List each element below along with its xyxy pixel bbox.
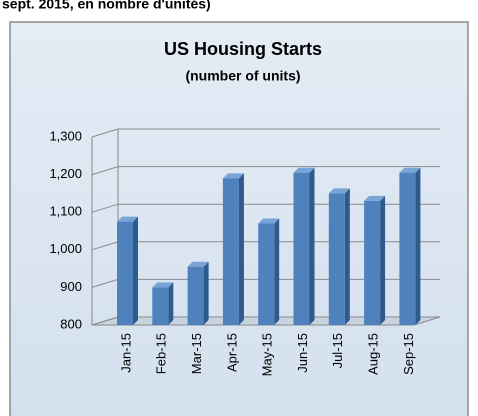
bar <box>328 188 350 325</box>
y-tick-label: 1,200 <box>49 166 82 181</box>
bar-front <box>152 287 169 325</box>
bar-side <box>274 218 280 325</box>
bar-top <box>258 218 280 224</box>
bar-top <box>328 188 350 194</box>
chart-subtitle: (number of units) <box>185 68 300 84</box>
bar-side <box>168 282 174 325</box>
bar-side <box>238 173 244 325</box>
bar-top <box>364 195 386 201</box>
bar-front <box>399 172 416 325</box>
y-tick-label: 900 <box>60 279 82 294</box>
bar <box>364 195 386 325</box>
bar-front <box>364 200 381 325</box>
chart-title: US Housing Starts <box>164 39 322 59</box>
bar-front <box>222 178 239 325</box>
bar-side <box>133 216 138 325</box>
x-tick-label: Mar-15 <box>189 333 204 374</box>
header-text: sept. 2015, en nombre d'unités) <box>2 0 211 12</box>
x-tick-label: Jan-15 <box>118 333 133 373</box>
bar-top <box>399 167 421 173</box>
y-tick-label: 1,000 <box>49 241 82 256</box>
bar-side <box>380 195 386 325</box>
y-tick-label: 800 <box>60 316 82 331</box>
bar <box>187 261 209 325</box>
bar <box>258 218 280 325</box>
grid-line <box>91 128 440 138</box>
bar-top <box>222 173 244 179</box>
x-tick-label: May-15 <box>260 333 275 376</box>
bar-front <box>187 266 204 325</box>
x-tick-label: Jul-15 <box>330 333 345 368</box>
bar-front <box>328 193 345 325</box>
bar <box>152 282 174 325</box>
bar-top <box>117 216 138 222</box>
bar-top <box>152 282 174 288</box>
bar <box>222 173 244 325</box>
x-tick-label: Jun-15 <box>295 333 310 373</box>
x-tick-label: Feb-15 <box>154 333 169 374</box>
bar-side <box>203 261 209 325</box>
bar-front <box>293 172 310 325</box>
x-tick-label: Sep-15 <box>401 333 416 375</box>
bar-top <box>293 167 315 173</box>
x-tick-label: Apr-15 <box>224 333 239 372</box>
bar-side <box>309 167 315 325</box>
bar-top <box>187 261 209 267</box>
bar-front <box>117 221 133 325</box>
bar <box>117 216 138 325</box>
bar <box>399 167 421 325</box>
bar-side <box>415 167 421 325</box>
bar <box>293 167 315 325</box>
bar-front <box>258 223 275 325</box>
y-tick-label: 1,300 <box>49 128 82 143</box>
bar-side <box>344 188 350 325</box>
y-tick-label: 1,100 <box>49 204 82 219</box>
grid-line <box>91 166 440 176</box>
x-tick-label: Aug-15 <box>366 333 381 375</box>
